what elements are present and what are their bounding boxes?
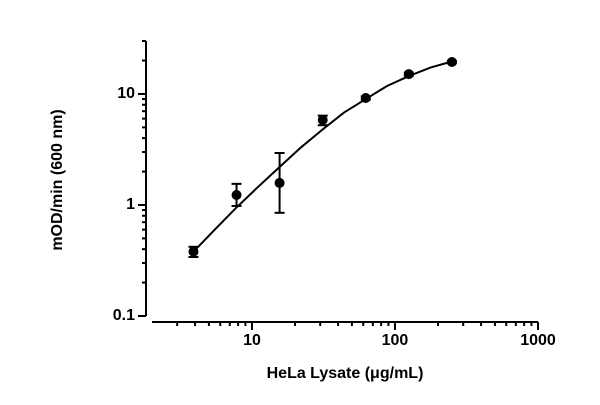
y-axis-label: mOD/min (600 nm) [49, 109, 66, 250]
y-tick-label: 1 [126, 196, 135, 213]
data-point [274, 177, 285, 188]
x-tick-label: 1000 [520, 332, 556, 349]
data-point [317, 114, 328, 125]
y-tick-label: 0.1 [113, 307, 135, 324]
fit-curve [192, 60, 453, 253]
x-tick-label: 10 [243, 332, 261, 349]
x-axis-label: HeLa Lysate (μg/mL) [267, 365, 424, 382]
data-point [231, 190, 242, 201]
y-tick-label: 10 [117, 85, 135, 102]
x-tick-label: 100 [382, 332, 409, 349]
